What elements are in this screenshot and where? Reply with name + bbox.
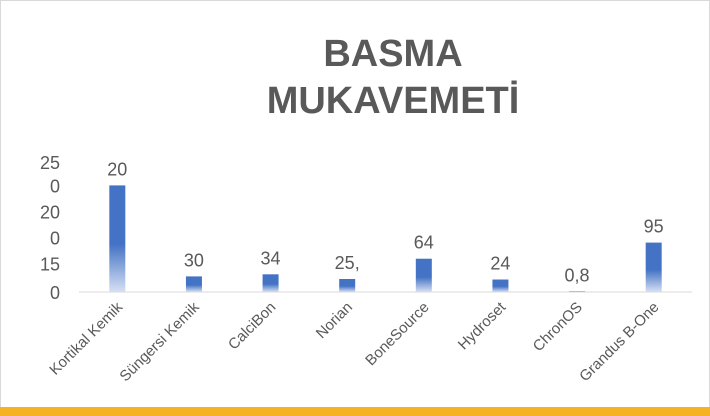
chart-title: BASMA	[323, 33, 462, 75]
footer-band	[0, 407, 710, 416]
data-label: 0,8	[565, 266, 590, 286]
data-label: 34	[261, 248, 281, 268]
y-tick-label: 20	[40, 202, 60, 222]
y-tick-label: 15	[40, 254, 60, 274]
data-label: 24	[490, 254, 510, 274]
bar	[262, 274, 279, 292]
data-label: 95	[644, 217, 664, 237]
bar	[645, 242, 662, 292]
y-tick-label: 0	[50, 176, 60, 196]
chart-title: MUKAVEMETİ	[267, 80, 520, 122]
bar	[185, 276, 202, 292]
bar	[109, 185, 126, 292]
bar	[492, 279, 509, 292]
y-tick-label: 25	[40, 153, 60, 173]
data-label: 25,	[335, 253, 360, 273]
y-tick-label: 0	[50, 283, 60, 303]
y-tick-label: 0	[50, 228, 60, 248]
data-label: 64	[414, 233, 434, 253]
bar	[415, 258, 432, 292]
data-label: 30	[184, 250, 204, 270]
bar	[339, 279, 356, 292]
data-label: 20	[107, 159, 127, 179]
